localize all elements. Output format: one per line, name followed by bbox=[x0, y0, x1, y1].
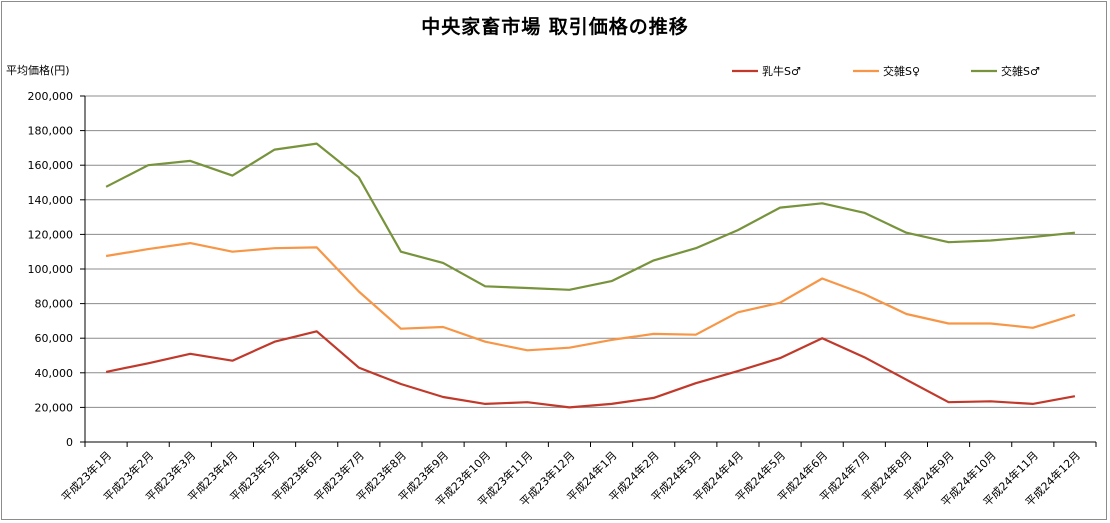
series-line-1 bbox=[105, 242, 1076, 352]
axes bbox=[80, 95, 1097, 447]
series-line-0 bbox=[105, 330, 1076, 409]
y-tick-labels: 0 20,000 40,000 60,000 80,000 100,000 120,000 1… bbox=[28, 90, 74, 449]
y-axis-label: 平均価格(円) bbox=[6, 64, 70, 77]
y-tick-label: 60,000 bbox=[35, 332, 74, 345]
y-tick-label: 0 bbox=[66, 436, 73, 449]
legend-label: 交雑S♂ bbox=[1001, 64, 1040, 78]
legend-label: 乳牛S♂ bbox=[762, 64, 801, 78]
y-tick-label: 140,000 bbox=[28, 194, 74, 207]
chart-title: 中央家畜市場 取引価格の推移 bbox=[421, 16, 689, 38]
y-tick-label: 120,000 bbox=[28, 228, 74, 241]
gridlines bbox=[85, 95, 1096, 408]
y-tick-label: 180,000 bbox=[28, 125, 74, 138]
series-lines bbox=[105, 142, 1076, 409]
y-tick-label: 40,000 bbox=[35, 367, 74, 380]
legend: 乳牛S♂ 交雑S♀ 交雑S♂ bbox=[732, 64, 1040, 78]
y-tick-label: 20,000 bbox=[35, 401, 74, 414]
x-tick-labels: 平成23年1月平成23年2月平成23年3月平成23年4月平成23年5月平成23年… bbox=[58, 448, 1083, 509]
y-tick-label: 80,000 bbox=[35, 298, 74, 311]
series-line-2 bbox=[105, 142, 1076, 291]
y-tick-label: 160,000 bbox=[28, 159, 74, 172]
legend-label: 交雑S♀ bbox=[883, 64, 920, 78]
y-tick-label: 100,000 bbox=[28, 263, 74, 276]
y-tick-label: 200,000 bbox=[28, 90, 74, 103]
